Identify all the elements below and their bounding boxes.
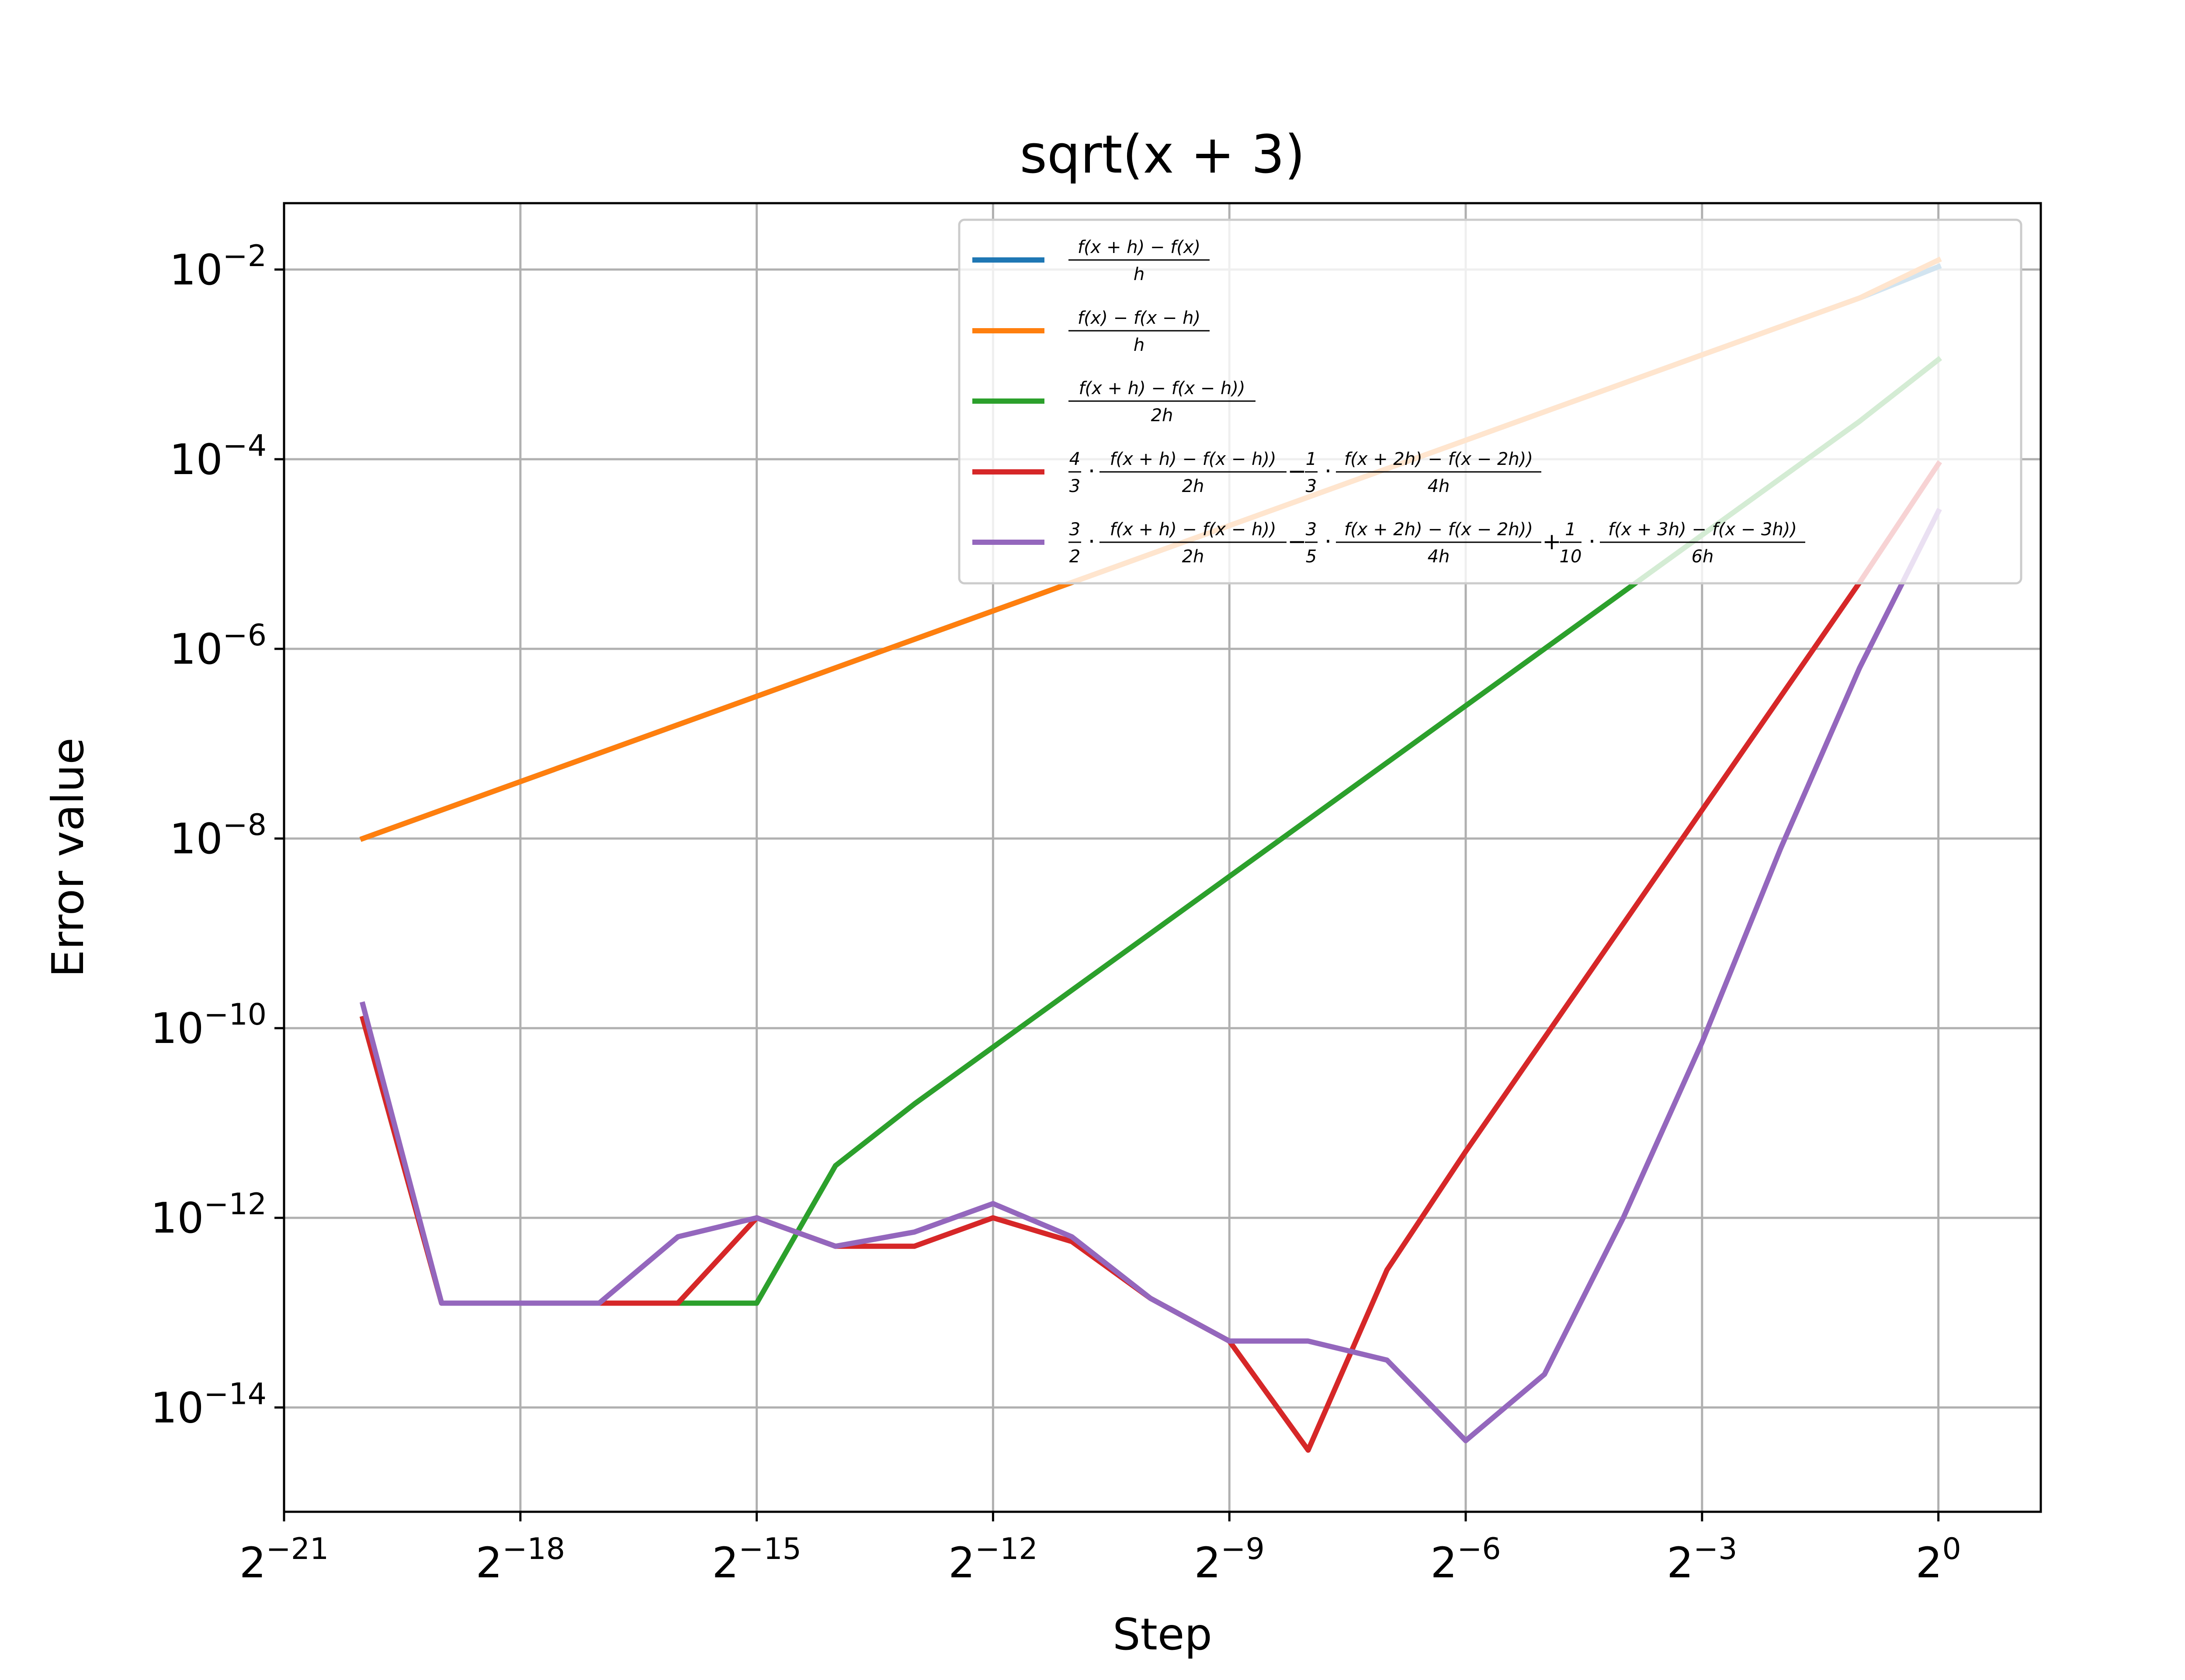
legend-operator: · <box>1588 529 1596 555</box>
legend-operator: · <box>1325 529 1332 555</box>
x-tick-label: 20 <box>1915 1532 1961 1587</box>
x-tick-label: 2−21 <box>239 1532 329 1587</box>
y-tick-label: 10−8 <box>170 808 267 863</box>
legend-operator: − <box>1287 458 1307 485</box>
legend-fraction-denominator: 4h <box>1428 547 1450 567</box>
legend-fraction-denominator: h <box>1134 335 1145 355</box>
y-axis-title: Error value <box>42 738 94 977</box>
y-tick-label: 10−12 <box>150 1187 267 1243</box>
legend-fraction-denominator: 5 <box>1306 547 1317 567</box>
legend-fraction-numerator: f(x + h) − f(x − h)) <box>1079 378 1245 398</box>
legend-fraction-denominator: 10 <box>1560 547 1582 567</box>
x-tick-label: 2−6 <box>1430 1532 1501 1587</box>
legend-fraction-denominator: 2h <box>1151 405 1173 426</box>
legend-box <box>958 218 2022 585</box>
legend-fraction-numerator: 1 <box>1306 449 1317 469</box>
legend-fraction-denominator: 2h <box>1182 476 1204 496</box>
legend-fraction-denominator: 4h <box>1428 476 1450 496</box>
legend-operator: − <box>1287 529 1307 555</box>
legend-fraction-denominator: 2 <box>1069 547 1080 567</box>
chart-title: sqrt(x + 3) <box>1020 125 1305 185</box>
x-tick-label: 2−3 <box>1667 1532 1737 1587</box>
y-tick-label: 10−2 <box>170 239 267 294</box>
x-tick-label: 2−12 <box>948 1532 1038 1587</box>
legend-fraction-numerator: 3 <box>1069 520 1080 540</box>
legend-fraction-denominator: h <box>1134 264 1145 284</box>
series-line-5 <box>359 508 1942 1444</box>
legend-fraction-numerator: f(x + 2h) − f(x − 2h)) <box>1344 449 1533 469</box>
legend-fraction-numerator: f(x) − f(x − h) <box>1078 308 1200 328</box>
y-tick-label: 10−4 <box>170 429 267 484</box>
legend-fraction-numerator: f(x + 3h) − f(x − 3h)) <box>1608 520 1797 540</box>
legend-fraction-numerator: f(x + h) − f(x) <box>1078 237 1200 257</box>
legend-fraction-denominator: 3 <box>1306 476 1317 496</box>
legend-operator: · <box>1325 458 1332 485</box>
legend-operator: + <box>1542 529 1561 555</box>
legend-fraction-numerator: f(x + 2h) − f(x − 2h)) <box>1344 520 1533 540</box>
y-tick-label: 10−6 <box>170 618 267 674</box>
legend-fraction-numerator: 4 <box>1069 449 1080 469</box>
legend: f(x + h) − f(x) h f(x) − f(x − h) h f(x + h)… <box>958 218 2022 585</box>
y-tick-label: 10−14 <box>150 1377 267 1432</box>
legend-fraction-denominator: 3 <box>1069 476 1080 496</box>
legend-fraction-numerator: 1 <box>1565 520 1576 540</box>
legend-fraction-denominator: 6h <box>1692 547 1714 567</box>
legend-operator: · <box>1088 458 1096 485</box>
legend-fraction-numerator: 3 <box>1306 520 1317 540</box>
legend-fraction-numerator: f(x + h) − f(x − h)) <box>1110 449 1276 469</box>
legend-operator: · <box>1088 529 1096 555</box>
x-tick-label: 2−9 <box>1194 1532 1265 1587</box>
axis-ticks: 2−21 2−18 2−15 2−12 2−9 2−6 2−3 2010−210−410−61… <box>150 239 1961 1587</box>
x-axis-title: Step <box>1113 1609 1212 1660</box>
legend-fraction-denominator: 2h <box>1182 547 1204 567</box>
x-tick-label: 2−15 <box>712 1532 801 1587</box>
plot-frame <box>283 202 2042 1513</box>
legend-fraction-numerator: f(x + h) − f(x − h)) <box>1110 520 1276 540</box>
x-tick-label: 2−18 <box>476 1532 565 1587</box>
y-tick-label: 10−10 <box>150 998 267 1053</box>
